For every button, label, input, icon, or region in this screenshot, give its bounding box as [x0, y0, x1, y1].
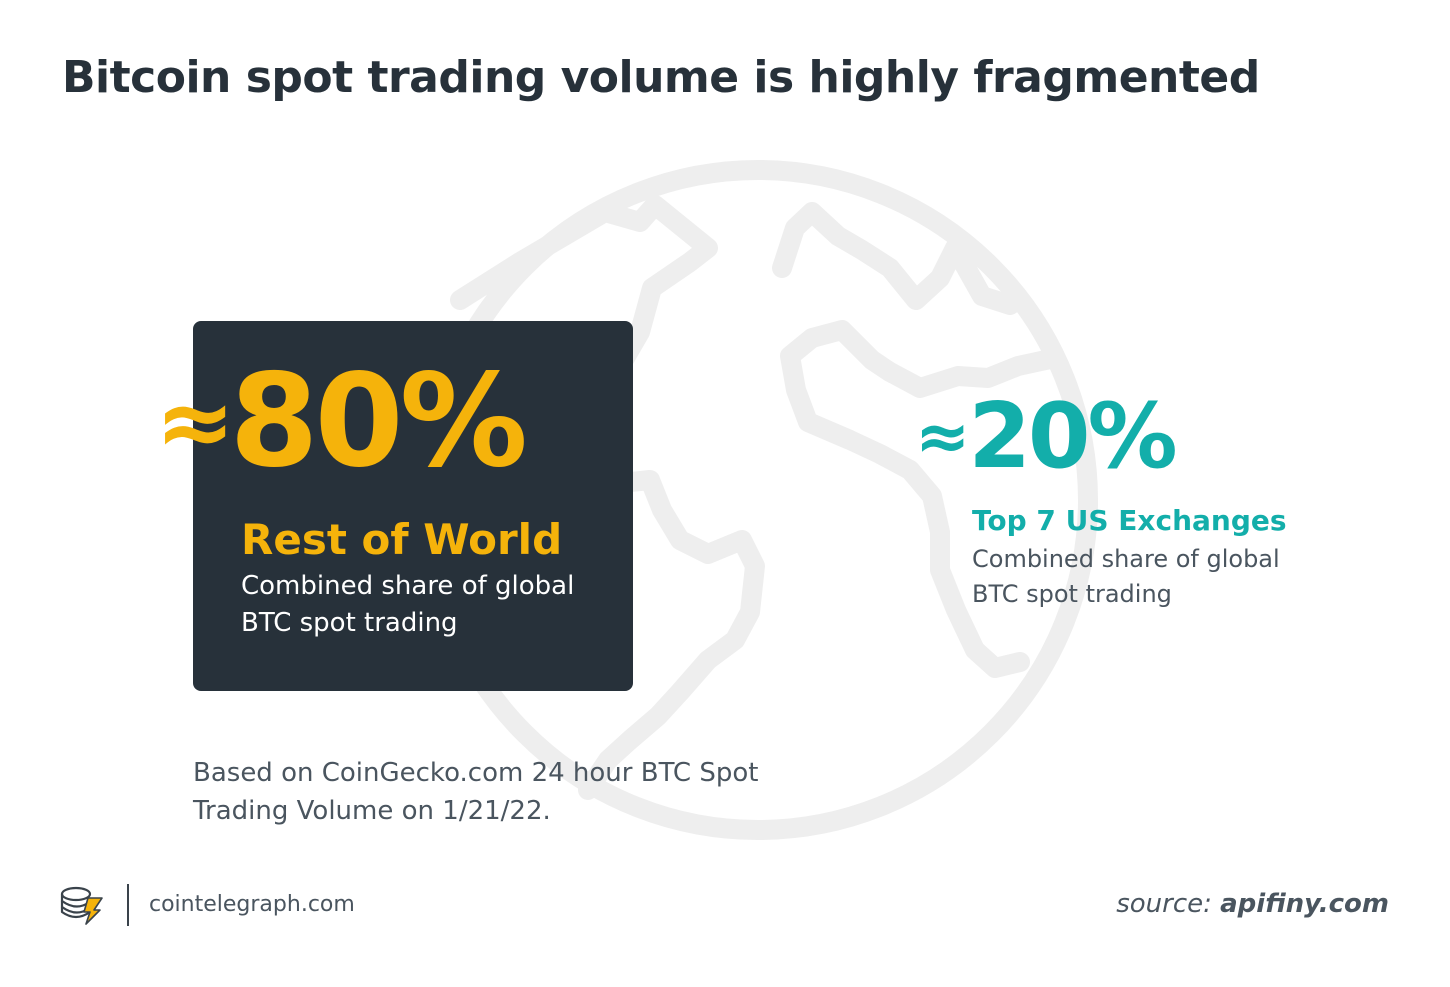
chart-title: Bitcoin spot trading volume is highly fr…: [62, 52, 1260, 103]
source-credit: source: apifiny.com: [1116, 889, 1389, 919]
us-exchanges-label: Top 7 US Exchanges: [972, 504, 1287, 537]
source-prefix: source:: [1116, 889, 1212, 919]
us-exchanges-value: ≈ 20%: [915, 384, 1178, 489]
us-exchanges-description: Combined share of global BTC spot tradin…: [972, 545, 1280, 608]
source-name: apifiny.com: [1220, 889, 1389, 919]
us-exchanges-approx-symbol: ≈: [915, 398, 971, 475]
cointelegraph-logo-icon: [60, 886, 103, 925]
rest-of-world-value: ≈ 80%: [155, 347, 528, 496]
rest-of-world-description: Combined share of global BTC spot tradin…: [241, 571, 575, 638]
footer-divider: [127, 884, 129, 926]
footer-site: cointelegraph.com: [149, 892, 355, 917]
rest-of-world-card: [193, 321, 633, 691]
rest-of-world-approx-symbol: ≈: [155, 366, 236, 478]
rest-of-world-percent: 80%: [229, 347, 527, 496]
rest-of-world-label: Rest of World: [241, 515, 563, 564]
footnote: Based on CoinGecko.com 24 hour BTC Spot …: [193, 758, 759, 826]
us-exchanges-percent: 20%: [968, 384, 1177, 489]
